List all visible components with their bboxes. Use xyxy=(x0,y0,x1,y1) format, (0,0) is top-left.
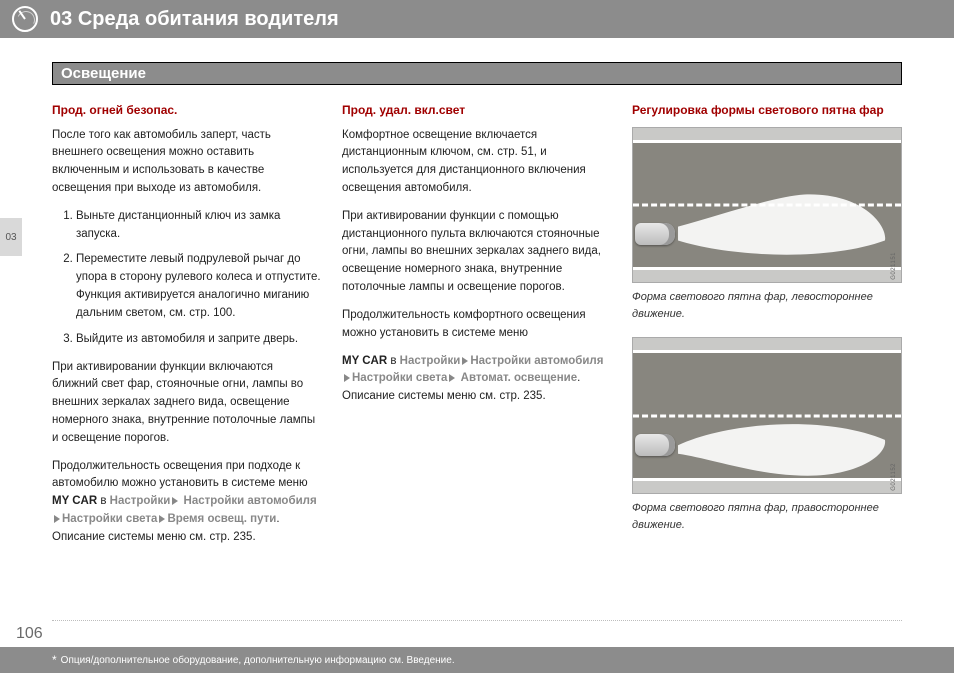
side-tab-label: 03 xyxy=(5,232,16,243)
col1-mycar: MY CAR xyxy=(52,495,97,507)
col2-menu-0: Настройки xyxy=(400,355,461,367)
arrow-icon xyxy=(172,497,178,505)
chapter-title: 03 Среда обитания водителя xyxy=(50,8,339,31)
step-3: Выйдите из автомобиля и заприте дверь. xyxy=(76,331,322,349)
col2-menu-3: Автомат. освещение xyxy=(461,372,577,384)
content-columns: Прод. огней безопас. После того как авто… xyxy=(52,103,902,557)
col1-intro: После того как автомобиль заперт, часть … xyxy=(52,127,322,198)
col1-p3: Продолжительность освещения при подходе … xyxy=(52,458,322,547)
col1-p3b: в xyxy=(97,495,110,507)
column-1: Прод. огней безопас. После того как авто… xyxy=(52,103,322,557)
step-2: Переместите левый подрулевой рычаг до уп… xyxy=(76,251,322,322)
page-number: 106 xyxy=(16,625,43,643)
section-heading-bar: Освещение xyxy=(52,62,902,85)
step-1: Выньте дистанционный ключ из замка запус… xyxy=(76,208,322,244)
gauge-icon xyxy=(12,6,38,32)
col1-p2: При активировании функции включаются бли… xyxy=(52,359,322,448)
figure-right-traffic: G021152 xyxy=(632,337,902,494)
col2-p3: MY CAR в Настройки Настройки автомобиля На… xyxy=(342,353,612,406)
section-title: Освещение xyxy=(61,65,893,82)
footer-rule xyxy=(52,620,902,621)
col1-menu-3: Время освещ. пути xyxy=(167,513,276,525)
col2-heading: Прод. удал. вкл.свет xyxy=(342,103,612,119)
col2-p3a: Продолжительность комфортного освещения … xyxy=(342,307,612,343)
chapter-number: 03 xyxy=(50,8,72,30)
figure-left-traffic: G021151 xyxy=(632,127,902,284)
col2-p3b: в xyxy=(387,355,400,367)
footnote-star-icon: * xyxy=(52,653,57,667)
caption-1: Форма светового пятна фар, левостороннее… xyxy=(632,289,902,323)
beam-shape-right xyxy=(633,338,901,493)
col3-heading: Регулировка формы светового пятна фар xyxy=(632,103,902,119)
arrow-icon xyxy=(462,357,468,365)
col2-p2: При активировании функции с помощью дист… xyxy=(342,208,612,297)
figure-code-1: G021151 xyxy=(890,252,899,280)
col1-steps: Выньте дистанционный ключ из замка запус… xyxy=(52,208,322,349)
figure-code-2: G021152 xyxy=(890,463,899,491)
column-2: Прод. удал. вкл.свет Комфортное освещени… xyxy=(342,103,612,557)
chapter-header: 03 Среда обитания водителя xyxy=(0,0,954,38)
arrow-icon xyxy=(54,515,60,523)
col2-menu-1: Настройки автомобиля xyxy=(470,355,603,367)
caption-2: Форма светового пятна фар, правосторонне… xyxy=(632,500,902,534)
col1-menu-1: Настройки автомобиля xyxy=(184,495,317,507)
footer-bar: * Опция/дополнительное оборудование, доп… xyxy=(0,647,954,673)
chapter-name: Среда обитания водителя xyxy=(78,8,339,30)
car-icon xyxy=(635,223,675,245)
col2-p1: Комфортное освещение включается дистанци… xyxy=(342,127,612,198)
col2-menu-2: Настройки света xyxy=(352,372,447,384)
arrow-icon xyxy=(344,374,350,382)
beam-shape-left xyxy=(633,128,901,283)
arrow-icon xyxy=(449,374,455,382)
col1-p3a: Продолжительность освещения при подходе … xyxy=(52,460,308,490)
col1-menu-0: Настройки xyxy=(110,495,171,507)
footer-note: Опция/дополнительное оборудование, допол… xyxy=(61,655,455,666)
side-tab: 03 xyxy=(0,218,22,256)
car-icon xyxy=(635,434,675,456)
col1-heading: Прод. огней безопас. xyxy=(52,103,322,119)
arrow-icon xyxy=(159,515,165,523)
col2-mycar: MY CAR xyxy=(342,355,387,367)
column-3: Регулировка формы светового пятна фар G0… xyxy=(632,103,902,557)
col1-menu-2: Настройки света xyxy=(62,513,157,525)
